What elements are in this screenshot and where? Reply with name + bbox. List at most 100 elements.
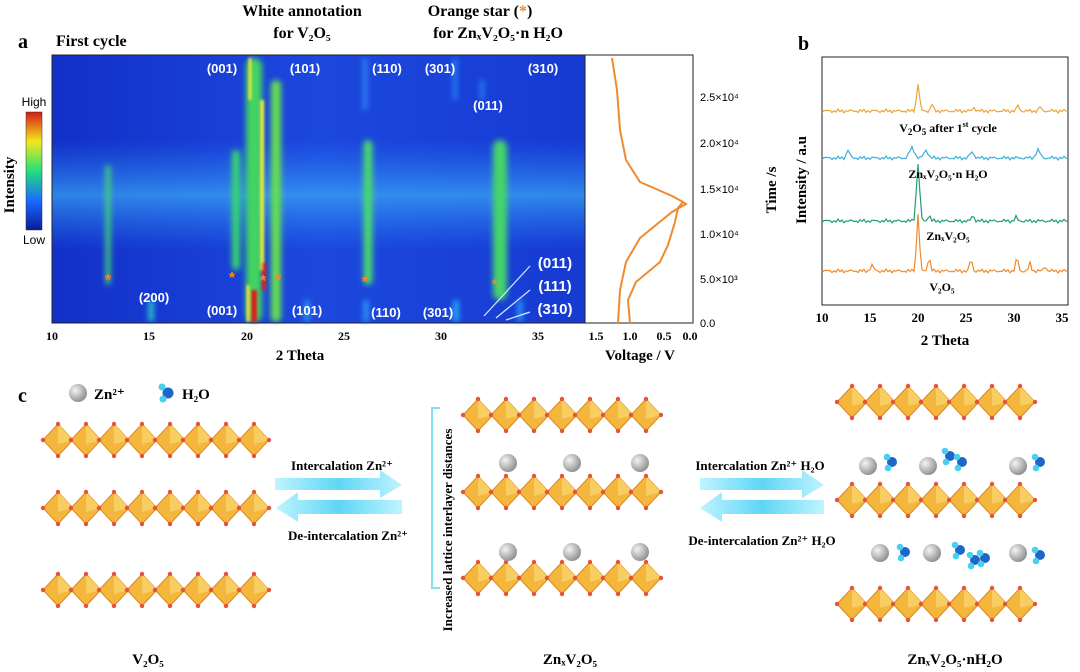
- oxygen-atom: [124, 587, 130, 593]
- star-marker: *: [492, 277, 499, 294]
- oxygen-atom: [488, 412, 494, 418]
- oxygen-atom: [862, 497, 868, 503]
- polyhedron-facet: [1020, 484, 1035, 504]
- oxygen-atom: [55, 453, 61, 459]
- oxygen-atom: [628, 489, 634, 495]
- oxygen-atom: [195, 489, 201, 495]
- oxygen-atom: [96, 437, 102, 443]
- peak-label-right-111: (111): [538, 278, 571, 295]
- oxygen-atom: [488, 489, 494, 495]
- oxygen-atom: [531, 591, 537, 597]
- x-tick: 30: [1008, 310, 1021, 325]
- oxygen-atom: [475, 428, 481, 434]
- panel-b-x-label: 2 Theta: [921, 333, 970, 349]
- oxygen-atom: [643, 396, 649, 402]
- heatmap-stripe: [105, 165, 111, 285]
- oxygen-atom: [208, 587, 214, 593]
- oxygen-atom: [961, 481, 967, 487]
- oxygen-atom: [572, 412, 578, 418]
- x-tick: 35: [532, 329, 544, 343]
- oxygen-atom: [834, 601, 840, 607]
- oxygen-atom: [849, 481, 855, 487]
- map-x-axis: 10 15 20 25 30 35 2 Theta: [46, 322, 585, 364]
- oxygen-atom: [946, 601, 952, 607]
- structure-name-znxv2o5-nh2o: ZnₓV₂O₅·nH₂O: [907, 652, 1002, 668]
- oxygen-atom: [587, 505, 593, 511]
- hydrogen-of-water: [941, 447, 949, 455]
- arrow-to-011: [483, 265, 531, 317]
- oxygen-atom: [905, 383, 911, 389]
- oxygen-atom: [1002, 601, 1008, 607]
- peak-label-bottom-301: (301): [423, 305, 453, 320]
- oxygen-atom: [152, 587, 158, 593]
- star-marker: *: [260, 273, 267, 290]
- oxygen-atom: [600, 412, 606, 418]
- heatmap-core: [251, 290, 257, 322]
- oxygen-atom: [251, 453, 257, 459]
- water-molecule-legend-icon: [158, 383, 174, 403]
- oxygen-atom: [139, 489, 145, 495]
- oxygen-atom: [152, 505, 158, 511]
- trace-label-v2o5: V₂O₅: [929, 280, 955, 294]
- oxygen-atom: [544, 575, 550, 581]
- oxygen-atom: [918, 601, 924, 607]
- oxygen-atom: [905, 617, 911, 623]
- zn-ion: [499, 454, 517, 472]
- hydrogen-of-water: [896, 543, 904, 551]
- oxygen-atom: [139, 521, 145, 527]
- x-tick: 25: [338, 329, 350, 343]
- polyhedron-facet: [646, 399, 661, 419]
- voltage-tick: 1.5: [589, 329, 604, 343]
- oxygen-atom: [223, 603, 229, 609]
- oxygen-atom: [180, 587, 186, 593]
- arrow-to-310: [505, 311, 531, 321]
- heatmap-stripe: [246, 58, 262, 322]
- star-marker: *: [275, 272, 282, 289]
- oxygen-atom: [167, 521, 173, 527]
- hydrogen-of-water: [1031, 546, 1039, 554]
- oxygen-atom: [1017, 617, 1023, 623]
- time-ticks: 0.0 5.0×10³ 1.0×10⁴ 1.5×10⁴ 2.0×10⁴ 2.5×…: [700, 92, 739, 330]
- oxygen-atom: [55, 603, 61, 609]
- x-tick: 20: [912, 310, 925, 325]
- oxygen-atom: [862, 601, 868, 607]
- oxygen-atom: [40, 505, 46, 511]
- x-tick: 15: [143, 329, 155, 343]
- oxygen-atom: [559, 591, 565, 597]
- zn-ion: [563, 543, 581, 561]
- voltage-profile-plot: 1.5 1.0 0.5 0.0 Voltage / V 0.0 5.0×10³ …: [584, 54, 780, 364]
- legend-h2o-label: H₂O: [182, 387, 210, 403]
- oxygen-atom: [643, 505, 649, 511]
- oxygen-atom: [266, 587, 272, 593]
- x-tick: 20: [241, 329, 253, 343]
- oxygen-atom: [460, 489, 466, 495]
- xrd-trace: [821, 144, 1069, 162]
- hydrogen-of-water: [942, 458, 950, 466]
- oxygen-atom: [236, 587, 242, 593]
- oxygen-atom: [1002, 399, 1008, 405]
- oxygen-atom: [503, 396, 509, 402]
- heatmap-stripe: [363, 140, 373, 285]
- oxygen-atom: [111, 453, 117, 459]
- map-peak-cores: [246, 58, 266, 322]
- oxygen-atom: [628, 575, 634, 581]
- oxygen-atom: [615, 591, 621, 597]
- oxygen-atom: [83, 521, 89, 527]
- oxygen-atom: [849, 415, 855, 421]
- panel-a-letter: a: [18, 31, 28, 53]
- oxygen-atom: [946, 399, 952, 405]
- oxygen-atom: [111, 571, 117, 577]
- heatmap-core: [260, 100, 264, 270]
- heatmap-stripe: [364, 300, 368, 322]
- oxygen-atom: [460, 412, 466, 418]
- trace-label-znxv2o5: ZnₓV₂O₅: [926, 229, 970, 243]
- time-tick: 0.0: [700, 318, 715, 330]
- oxygen-atom: [223, 421, 229, 427]
- panel-c-letter: c: [18, 385, 27, 407]
- white-annotation-subtitle: for V₂O₅: [273, 25, 331, 42]
- peak-label-bottom-101: (101): [292, 303, 322, 318]
- xrd-traces: [821, 84, 1069, 275]
- oxygen-atom: [1017, 481, 1023, 487]
- oxygen-atom: [849, 617, 855, 623]
- peak-label-right-011: (011): [538, 255, 572, 272]
